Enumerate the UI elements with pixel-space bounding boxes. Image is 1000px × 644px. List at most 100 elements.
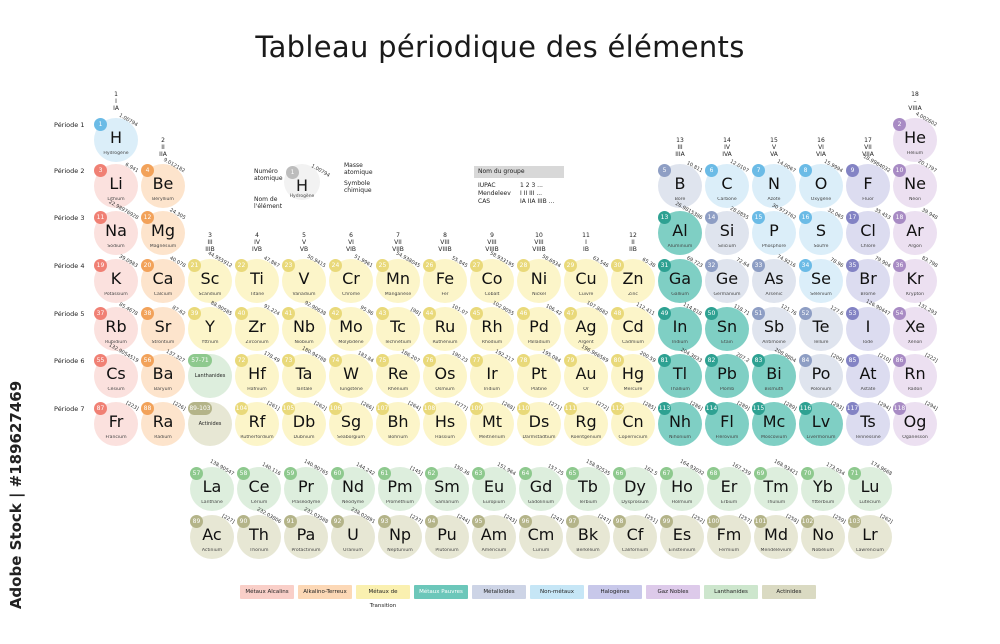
element-cell-dy[interactable]: 66 162.5 Dy Dysprosium	[612, 465, 658, 512]
element-cell-la[interactable]: 57 138.90547 La Lanthane	[189, 458, 235, 512]
element-cell-ds[interactable]: 110 [271] Ds Darmstadtium	[516, 400, 562, 447]
element-cell-sb[interactable]: 51 121.76 Sb Antimoine	[751, 303, 797, 352]
element-cell-kr[interactable]: 36 83.798 Kr Krypton	[892, 255, 938, 304]
element-cell-pa[interactable]: 91 231.03588 Pa Protactinium	[283, 506, 329, 560]
element-cell-rb[interactable]: 37 85.4678 Rb Rubidium	[93, 302, 139, 352]
element-cell-cf[interactable]: 98 [251] Cf Californium	[612, 513, 658, 560]
element-cell-pb[interactable]: 82 207.2 Pb Plomb	[704, 352, 750, 399]
element-cell-nh[interactable]: 113 [286] Nh Nihonium	[657, 400, 703, 447]
element-cell-bi[interactable]: 83 208.9804 Bi Bismuth	[751, 347, 797, 399]
element-cell-au[interactable]: 79 196.966569 Au Or	[563, 344, 609, 399]
element-cell-ar[interactable]: 18 39.948 Ar Argon	[892, 207, 938, 256]
element-cell-po[interactable]: 84 [209] Po Polonium	[798, 352, 844, 399]
element-cell-si[interactable]: 14 28.0855 Si Silicium	[704, 206, 750, 256]
placeholder-lanthanides[interactable]: 57-71 Lanthanides	[187, 353, 233, 399]
element-cell-c[interactable]: 6 12.0107 C Carbone	[704, 159, 750, 209]
element-cell-gd[interactable]: 64 157.25 Gd Gadolinium	[518, 463, 564, 512]
element-cell-te[interactable]: 52 127.6 Te Tellure	[798, 305, 844, 352]
element-cell-cu[interactable]: 29 63.546 Cu Cuivre	[563, 255, 609, 304]
element-cell-ba[interactable]: 56 137.327 Ba Baryum	[140, 349, 186, 399]
element-cell-np[interactable]: 93 [237] Np Neptunium	[377, 513, 423, 560]
element-cell-ni[interactable]: 28 58.6934 Ni Nickel	[516, 254, 562, 304]
element-cell-nd[interactable]: 60 144.242 Nd Néodyme	[330, 462, 376, 512]
element-cell-s[interactable]: 16 32.065 S Soufre	[798, 207, 844, 256]
element-cell-ge[interactable]: 32 72.64 Ge Germanium	[704, 257, 750, 304]
element-cell-mn[interactable]: 25 54.938045 Mn Manganèse	[375, 250, 421, 304]
element-cell-zn[interactable]: 30 65.38 Zn Zinc	[610, 257, 656, 304]
element-cell-ru[interactable]: 44 101.07 Ru Ruthénium	[422, 303, 468, 352]
element-cell-k[interactable]: 19 39.0983 K Potassium	[93, 254, 139, 304]
element-cell-og[interactable]: 118 [294] Og Oganesson	[892, 400, 938, 447]
element-cell-na[interactable]: 11 22.98976928 Na Sodium	[93, 199, 139, 256]
element-cell-ti[interactable]: 22 47.867 Ti Titane	[234, 255, 280, 304]
element-cell-b[interactable]: 5 10.811 B Bore	[657, 160, 703, 209]
element-cell-sg[interactable]: 106 [266] Sg Seaborgium	[328, 400, 374, 447]
element-cell-sm[interactable]: 62 150.36 Sm Samarium	[424, 463, 470, 512]
element-cell-ts[interactable]: 117 [294] Ts Tennessine	[845, 400, 891, 447]
element-cell-pu[interactable]: 94 [244] Pu Plutonium	[424, 513, 470, 560]
element-cell-cn[interactable]: 112 [285] Cn Copernicium	[610, 400, 656, 447]
element-cell-ir[interactable]: 77 192.217 Ir Iridium	[469, 349, 515, 399]
element-cell-ho[interactable]: 67 164.93032 Ho Holmium	[659, 458, 705, 512]
element-cell-mc[interactable]: 115 [289] Mc Moscovium	[751, 400, 797, 447]
element-cell-yb[interactable]: 70 173.054 Yb Ytterbium	[800, 462, 846, 512]
element-cell-ra[interactable]: 88 [226] Ra Radium	[140, 400, 186, 447]
element-cell-co[interactable]: 27 58.933195 Co Cobalt	[469, 250, 515, 304]
element-cell-ga[interactable]: 31 69.723 Ga Gallium	[657, 255, 703, 304]
element-cell-fl[interactable]: 114 [289] Fl Flérovium	[704, 400, 750, 447]
element-cell-rg[interactable]: 111 [272] Rg Roentgenium	[563, 400, 609, 447]
element-cell-hs[interactable]: 108 [277] Hs Hassium	[422, 400, 468, 447]
element-cell-sc[interactable]: 21 44.955912 Sc Scandium	[187, 250, 233, 304]
element-cell-in[interactable]: 49 114.818 In Indium	[657, 302, 703, 352]
element-cell-zr[interactable]: 40 91.224 Zr Zirconium	[234, 303, 280, 352]
element-cell-es[interactable]: 99 [252] Es Einsteinium	[659, 513, 705, 560]
element-cell-o[interactable]: 8 15.9994 O Oxygène	[798, 159, 844, 209]
element-cell-ta[interactable]: 73 180.94788 Ta Tantale	[281, 345, 327, 399]
element-cell-tm[interactable]: 69 168.93421 Tm Thulium	[753, 458, 799, 512]
element-cell-cl[interactable]: 17 35.453 Cl Chlore	[845, 207, 891, 256]
element-cell-v[interactable]: 23 50.9415 V Vanadium	[281, 254, 327, 304]
element-cell-se[interactable]: 34 78.96 Se Sélénium	[798, 257, 844, 304]
element-cell-nb[interactable]: 41 92.90638 Nb Niobium	[281, 300, 327, 352]
element-cell-am[interactable]: 95 [243] Am Américium	[471, 513, 517, 560]
element-cell-ca[interactable]: 20 40.078 Ca Calcium	[140, 255, 186, 304]
element-cell-al[interactable]: 13 26.9815386 Al Aluminium	[657, 201, 703, 256]
element-cell-i[interactable]: 53 126.90447 I Iode	[845, 298, 891, 352]
element-cell-cr[interactable]: 24 51.9961 Cr Chrome	[328, 254, 374, 304]
element-cell-mo[interactable]: 42 95.96 Mo Molybdène	[328, 305, 374, 352]
element-cell-cs[interactable]: 55 132.9054519 Cs Césium	[93, 342, 139, 399]
element-cell-th[interactable]: 90 232.03806 Th Thorium	[236, 506, 282, 560]
element-cell-rn[interactable]: 86 [222] Rn Radon	[892, 352, 938, 399]
element-cell-hf[interactable]: 72 178.49 Hf Hafnium	[234, 350, 280, 399]
placeholder-actinides[interactable]: 89-103 Actinides	[187, 401, 233, 447]
element-cell-he[interactable]: 2 4.002602 He Hélium	[892, 111, 938, 163]
element-cell-pm[interactable]: 61 [145] Pm Prométhium	[377, 465, 423, 512]
element-cell-re[interactable]: 75 186.207 Re Rhénium	[375, 349, 421, 399]
element-cell-fr[interactable]: 87 [223] Fr Francium	[93, 400, 139, 447]
element-cell-p[interactable]: 15 30.973762 P Phosphore	[751, 202, 797, 256]
element-cell-lr[interactable]: 103 [262] Lr Lawrencium	[847, 513, 893, 560]
element-cell-rf[interactable]: 104 [261] Rf Rutherfordium	[234, 400, 280, 447]
element-cell-eu[interactable]: 63 151.964 Eu Europium	[471, 462, 517, 512]
element-cell-ac[interactable]: 89 [227] Ac Actinium	[189, 513, 235, 560]
element-cell-pr[interactable]: 59 140.90765 Pr Praséodyme	[283, 458, 329, 512]
element-cell-cm[interactable]: 96 [247] Cm Curium	[518, 513, 564, 560]
element-cell-db[interactable]: 105 [262] Db Dubnium	[281, 400, 327, 447]
element-cell-lu[interactable]: 71 174.9668 Lu Lutécium	[847, 460, 893, 512]
element-cell-fm[interactable]: 100 [257] Fm Fermium	[706, 513, 752, 560]
element-cell-u[interactable]: 92 238.02891 U Uranium	[330, 506, 376, 560]
element-cell-tb[interactable]: 65 158.92535 Tb Terbium	[565, 458, 611, 512]
element-cell-mg[interactable]: 12 24.305 Mg Magnésium	[140, 207, 186, 256]
element-cell-tc[interactable]: 43 [98] Tc Technétium	[375, 306, 421, 352]
element-cell-mt[interactable]: 109 [268] Mt Meitnérium	[469, 400, 515, 447]
element-cell-f[interactable]: 9 18.9984032 F Fluor	[845, 154, 891, 209]
element-cell-at[interactable]: 85 [210] At Astate	[845, 352, 891, 399]
element-cell-pd[interactable]: 46 106.42 Pd Palladium	[516, 303, 562, 352]
element-cell-rh[interactable]: 45 102.9055 Rh Rhodium	[469, 300, 515, 352]
element-cell-lv[interactable]: 116 [293] Lv Livermorium	[798, 400, 844, 447]
element-cell-y[interactable]: 39 88.90585 Y Yttrium	[187, 300, 233, 352]
element-cell-ce[interactable]: 58 140.116 Ce Cérium	[236, 462, 282, 512]
element-cell-xe[interactable]: 54 131.293 Xe Xénon	[892, 302, 938, 352]
element-cell-hg[interactable]: 80 200.59 Hg Mercure	[610, 350, 656, 399]
element-cell-md[interactable]: 101 [258] Md Mendélévium	[753, 513, 799, 560]
